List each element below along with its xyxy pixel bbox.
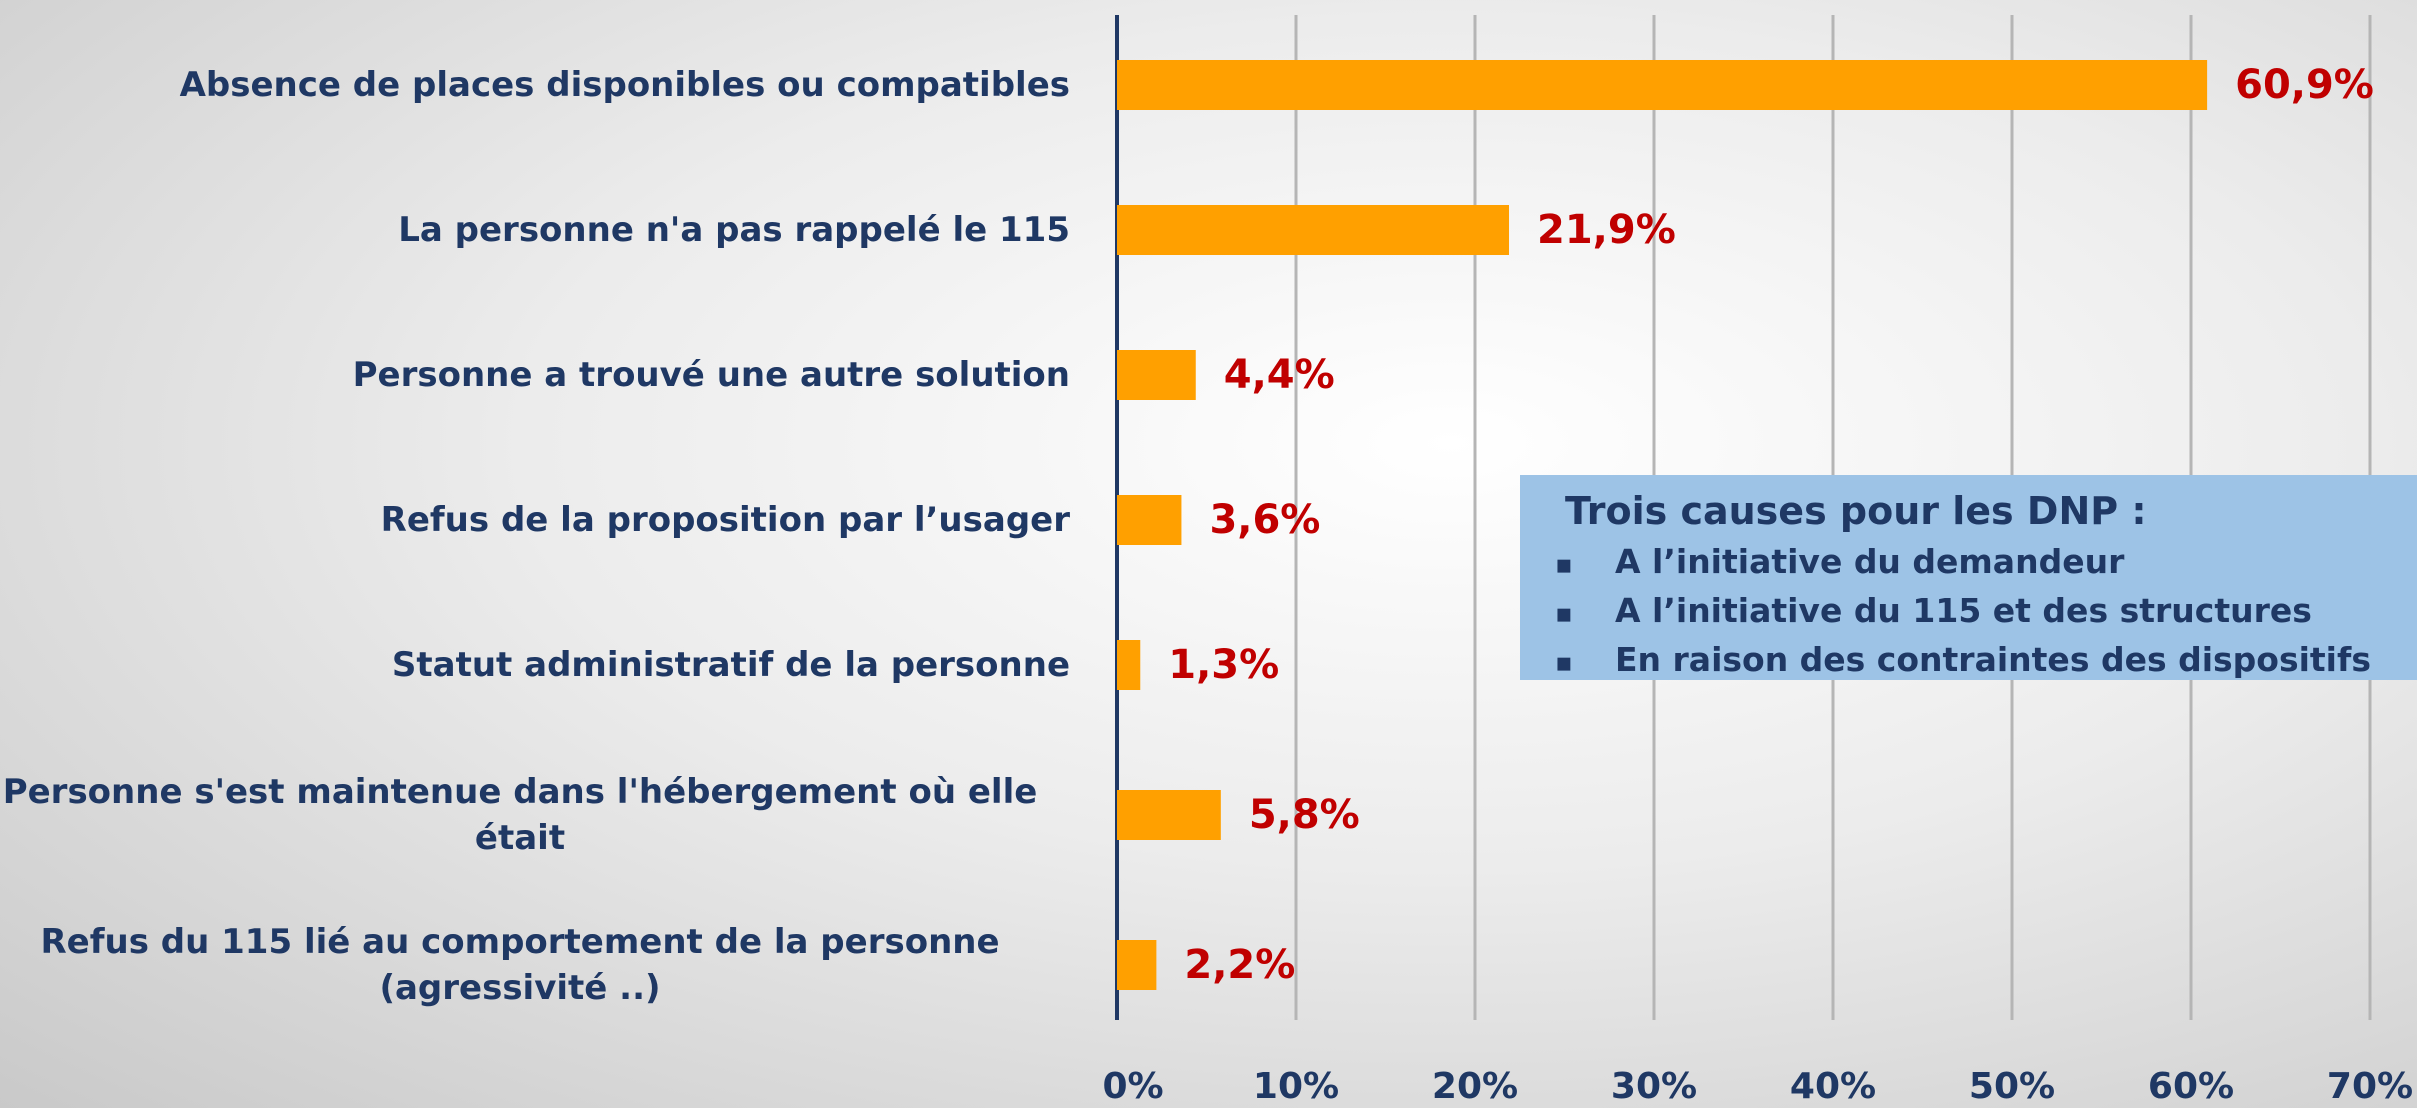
value-label: 4,4% [1224,352,1335,398]
y-tick-label: Personne s'est maintenue dans l'hébergem… [2,772,1038,858]
x-tick-label: 70% [2327,1066,2413,1107]
x-tick-label: 10% [1253,1066,1339,1107]
x-tick-label: 60% [2148,1066,2234,1107]
y-tick-label: Absence de places disponibles ou compati… [179,65,1070,105]
y-tick-label: Personne a trouvé une autre solution [352,355,1070,395]
bar [1117,640,1141,690]
x-tick-label: 40% [1790,1066,1876,1107]
value-label: 60,9% [2235,62,2374,108]
value-label: 2,2% [1184,942,1295,988]
value-label: 5,8% [1249,792,1360,838]
y-tick-label: Refus du 115 lié au comportement de la p… [40,922,1000,1008]
bar [1117,60,2208,110]
bar [1117,205,1510,255]
x-tick-label: 20% [1432,1066,1518,1107]
bar [1117,495,1182,545]
x-tick-label: 0% [1102,1066,1163,1107]
value-label: 3,6% [1209,497,1320,543]
bar [1117,790,1221,840]
x-tick-label: 30% [1611,1066,1697,1107]
bar [1117,350,1196,400]
annotation-item: A l’initiative du 115 et des structures [1565,588,2417,637]
y-tick-label: La personne n'a pas rappelé le 115 [398,210,1070,250]
value-label: 1,3% [1168,642,1279,688]
annotation-item: En raison des contraintes des dispositif… [1565,637,2417,686]
y-tick-label: Refus de la proposition par l’usager [380,500,1070,540]
bar [1117,940,1157,990]
annotation-box: Trois causes pour les DNP : A l’initiati… [1520,475,2417,680]
x-tick-label: 50% [1969,1066,2055,1107]
annotation-title: Trois causes pour les DNP : [1565,489,2147,533]
value-label: 21,9% [1537,207,1676,253]
y-tick-label: Statut administratif de la personne [391,645,1070,685]
annotation-item: A l’initiative du demandeur [1565,539,2417,588]
